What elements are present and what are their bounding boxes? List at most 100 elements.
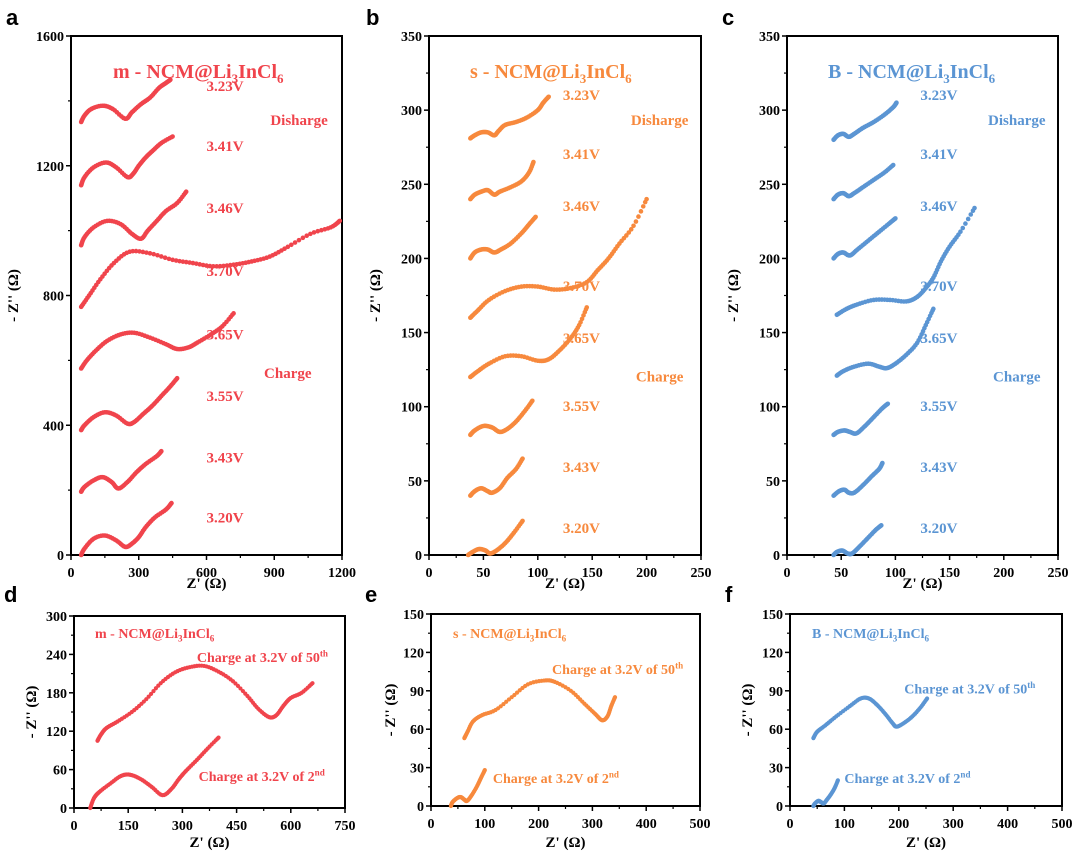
series-3-70v: 3.70V (78, 218, 343, 310)
series-label: 3.70V (207, 264, 244, 280)
chart-title: m - NCM@Li3InCl6 (95, 627, 215, 644)
x-tick-label: 300 (943, 817, 964, 832)
data-point (207, 263, 213, 269)
x-axis-title: Z' (Ω) (546, 835, 586, 851)
y-tick-label: 200 (401, 252, 422, 267)
data-point (636, 214, 641, 219)
series-label: Charge at 3.2V of 2nd (493, 769, 619, 787)
x-tick-label: 100 (834, 817, 855, 832)
x-tick-label: 100 (527, 566, 548, 581)
x-tick-label: 450 (226, 819, 247, 834)
series-label: 3.23V (563, 88, 600, 104)
series-label: 3.23V (207, 79, 244, 95)
x-tick-label: 50 (834, 566, 848, 581)
series-label: 3.41V (563, 147, 600, 163)
y-axis-title: - Z'' (Ω) (726, 269, 742, 322)
series-label: 3.55V (207, 389, 244, 405)
data-point (520, 456, 525, 461)
annotation-label: Disharge (631, 113, 689, 129)
x-axis-title: Z' (Ω) (906, 835, 946, 851)
data-point (520, 518, 525, 524)
data-point (159, 448, 164, 454)
series-3-23v: 3.23V (468, 88, 600, 141)
series-label: Charge at 3.2V of 2nd (844, 769, 970, 787)
data-point (893, 216, 898, 221)
y-tick-label: 90 (410, 685, 424, 700)
y-tick-label: 120 (403, 646, 424, 661)
data-point (963, 221, 968, 226)
y-axis-title: - Z'' (Ω) (24, 686, 40, 739)
data-point (285, 244, 291, 250)
series-3-46v: 3.46V (831, 199, 958, 261)
y-tick-label: 200 (759, 252, 780, 267)
x-tick-label: 250 (691, 566, 712, 581)
x-tick-label: 200 (888, 817, 909, 832)
data-point (640, 204, 646, 209)
chart-title: m - NCM@Li3InCl6 (113, 61, 284, 86)
y-tick-label: 150 (401, 327, 422, 342)
data-point (482, 768, 487, 773)
x-tick-label: 250 (1048, 566, 1069, 581)
y-tick-label: 30 (769, 762, 783, 777)
y-tick-label: 350 (401, 30, 422, 45)
data-point (183, 189, 189, 194)
data-point (310, 681, 315, 686)
data-point (155, 252, 160, 258)
y-axis-title: - Z'' (Ω) (383, 684, 399, 737)
data-point (144, 250, 149, 255)
series-3-65v: 3.65V (78, 311, 244, 371)
data-point (187, 260, 192, 265)
series-label: 3.20V (563, 521, 600, 537)
panel-letter: b (366, 5, 379, 30)
x-tick-label: 900 (264, 566, 285, 581)
x-tick-label: 100 (885, 566, 906, 581)
y-tick-label: 0 (773, 549, 780, 564)
series-label: 3.65V (920, 331, 957, 347)
y-axis-title: - Z'' (Ω) (6, 269, 22, 322)
y-tick-label: 0 (417, 800, 424, 815)
series-3-55v: 3.55V (468, 398, 600, 438)
y-tick-label: 0 (776, 800, 783, 815)
x-tick-label: 300 (172, 819, 193, 834)
data-point (633, 219, 639, 224)
x-tick-label: 600 (280, 819, 301, 834)
series-3-41v: 3.41V (78, 134, 244, 188)
x-tick-label: 200 (993, 566, 1014, 581)
y-tick-label: 300 (401, 104, 422, 119)
series-charge-at-3-2v-of-2: Charge at 3.2V of 2nd (811, 769, 971, 809)
data-point (972, 205, 977, 211)
data-point (221, 263, 226, 269)
y-tick-label: 120 (46, 725, 67, 740)
data-point (174, 375, 180, 381)
data-point (894, 100, 899, 106)
series-charge-at-3-2v-of-2: Charge at 3.2V of 2nd (448, 768, 619, 809)
series-3-41v: 3.41V (468, 147, 600, 202)
y-tick-label: 250 (401, 178, 422, 193)
x-tick-label: 100 (474, 817, 495, 832)
data-point (148, 691, 154, 697)
data-point (133, 248, 139, 254)
data-point (308, 231, 313, 237)
data-point (626, 230, 632, 235)
data-point (319, 227, 324, 233)
chart-title: B - NCM@Li3InCl6 (828, 61, 996, 86)
data-point (224, 263, 230, 268)
series-3-20v: 3.20V (831, 521, 958, 558)
panel-b: b 0 50 100 150 200 250 0 50 100 150 200 250 300 350 Z' … (366, 5, 712, 592)
y-tick-label: 150 (403, 608, 424, 623)
series-label: 3.55V (920, 399, 957, 415)
data-point (204, 263, 209, 268)
series-label: 3.20V (207, 511, 244, 527)
panel-f: f 0 100 200 300 400 500 0 30 60 90 120 150 Z' (Ω) - Z'… (725, 582, 1073, 851)
x-tick-label: 0 (784, 566, 791, 581)
data-point (170, 134, 175, 139)
data-point (501, 701, 506, 707)
annotation-label: Disharge (270, 113, 328, 129)
data-point (958, 229, 963, 235)
series-label: Charge at 3.2V of 50th (197, 648, 328, 666)
series-3-46v: 3.46V (468, 199, 600, 261)
series-label: 3.55V (563, 399, 600, 415)
data-point (151, 688, 156, 694)
series-3-43v: 3.43V (78, 448, 244, 495)
